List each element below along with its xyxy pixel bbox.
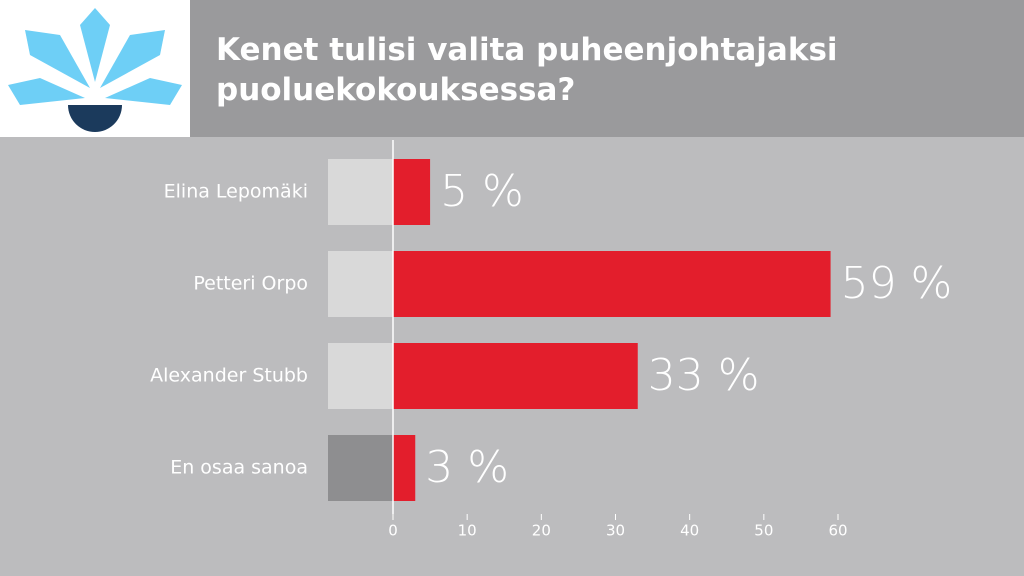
logo	[8, 8, 182, 132]
category-label: Elina Lepomäki	[164, 181, 308, 203]
x-tick-label: 0	[388, 522, 398, 540]
bar	[393, 251, 831, 317]
photo-placeholder	[328, 343, 393, 409]
category-label: En osaa sanoa	[170, 457, 308, 479]
x-tick-label: 40	[680, 522, 699, 540]
chart-title: Kenet tulisi valita puheenjohtajaksi puo…	[216, 32, 838, 108]
x-tick-label: 30	[606, 522, 625, 540]
value-label: 3 %	[425, 442, 509, 493]
category-label: Petteri Orpo	[193, 273, 308, 295]
x-tick-label: 20	[532, 522, 551, 540]
value-label: 59 %	[841, 258, 953, 309]
x-tick-label: 60	[828, 522, 847, 540]
bar	[393, 435, 416, 501]
photo-placeholder	[328, 251, 393, 317]
value-label: 5 %	[440, 166, 524, 217]
bar	[393, 159, 431, 225]
photo-placeholder	[328, 435, 393, 501]
bar	[393, 343, 638, 409]
value-label: 33 %	[648, 350, 760, 401]
photo-placeholder	[328, 159, 393, 225]
x-tick-label: 50	[754, 522, 773, 540]
category-label: Alexander Stubb	[150, 365, 308, 387]
x-tick-label: 10	[458, 522, 477, 540]
